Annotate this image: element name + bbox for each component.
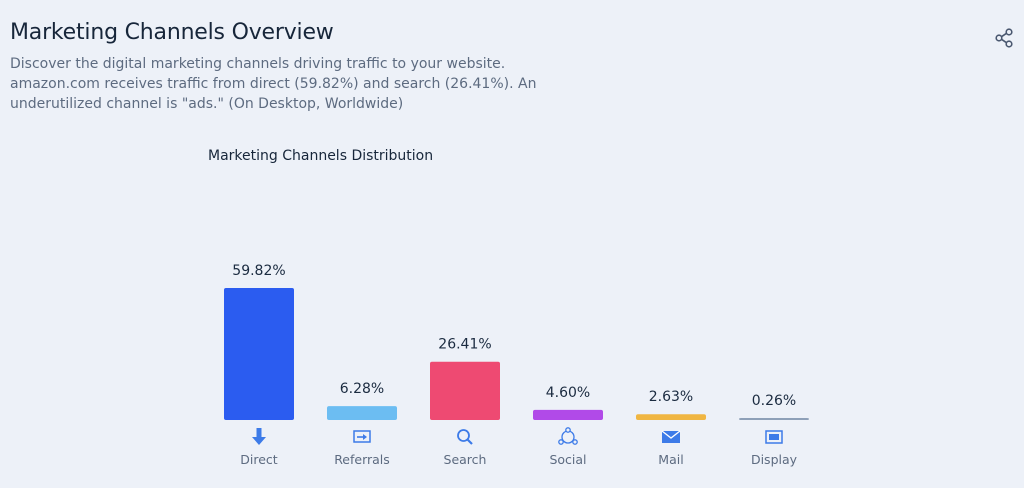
display-icon xyxy=(765,430,783,444)
page-description: Discover the digital marketing channels … xyxy=(10,56,537,112)
referrals-icon xyxy=(353,430,371,443)
bar-social[interactable] xyxy=(533,409,603,420)
chart-title: Marketing Channels Distribution xyxy=(208,148,434,164)
bar-display[interactable] xyxy=(739,418,809,420)
value-label-display: 0.26% xyxy=(752,393,796,409)
category-label-direct: Direct xyxy=(240,452,278,467)
value-label-referrals: 6.28% xyxy=(340,381,384,397)
category-label-search: Search xyxy=(444,452,487,467)
direct-icon xyxy=(252,428,266,445)
social-icon xyxy=(558,427,578,445)
category-label-display: Display xyxy=(751,452,798,467)
category-label-mail: Mail xyxy=(658,452,683,467)
search-icon xyxy=(457,429,473,445)
value-label-direct: 59.82% xyxy=(232,263,285,279)
bar-mail[interactable] xyxy=(636,414,706,420)
page-title: Marketing Channels Overview xyxy=(10,20,334,45)
value-label-mail: 2.63% xyxy=(649,389,693,405)
bar-direct[interactable] xyxy=(224,288,294,420)
bar-search[interactable] xyxy=(430,361,500,420)
category-label-referrals: Referrals xyxy=(334,452,390,467)
value-label-search: 26.41% xyxy=(438,337,491,353)
mail-icon xyxy=(661,430,681,443)
value-label-social: 4.60% xyxy=(546,385,590,401)
bar-referrals[interactable] xyxy=(327,406,397,420)
category-label-social: Social xyxy=(549,452,586,467)
share-icon[interactable] xyxy=(994,28,1014,48)
